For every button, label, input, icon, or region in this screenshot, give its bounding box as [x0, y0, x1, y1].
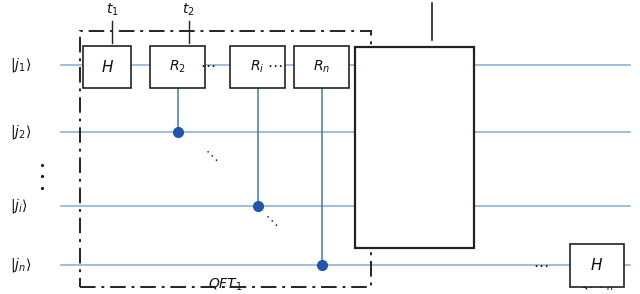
Text: $R_2$: $R_2$	[169, 59, 186, 75]
Text: $QFT_n$: $QFT_n$	[579, 276, 614, 293]
Text: $\cdots$: $\cdots$	[268, 57, 283, 72]
Bar	[83, 46, 131, 88]
Text: $R_n$: $R_n$	[313, 59, 330, 75]
Bar	[80, 31, 371, 287]
Bar	[150, 46, 205, 88]
Bar	[355, 47, 474, 248]
Text: $|j_n\rangle$: $|j_n\rangle$	[10, 255, 31, 274]
Bar	[230, 46, 285, 88]
Text: $H$: $H$	[100, 59, 114, 75]
Text: $\ddots$: $\ddots$	[205, 149, 218, 163]
Text: $\cdots$: $\cdots$	[200, 57, 216, 72]
Text: $\cdots$: $\cdots$	[533, 257, 548, 272]
Text: $R_i$: $R_i$	[250, 59, 265, 75]
Text: $t_1$: $t_1$	[106, 1, 118, 18]
Text: $|j_1\rangle$: $|j_1\rangle$	[10, 56, 31, 74]
Bar	[570, 244, 624, 287]
Text: $t_2$: $t_2$	[182, 1, 195, 18]
Text: $|j_2\rangle$: $|j_2\rangle$	[10, 123, 31, 141]
Text: $|j_i\rangle$: $|j_i\rangle$	[10, 197, 28, 215]
Text: $H$: $H$	[590, 257, 604, 273]
Text: $t_3$: $t_3$	[426, 0, 438, 1]
Text: $\ddots$: $\ddots$	[266, 213, 278, 228]
Text: $QFT_1$: $QFT_1$	[208, 276, 243, 293]
Bar	[294, 46, 349, 88]
Text: $QFT_2$: $QFT_2$	[396, 138, 433, 157]
